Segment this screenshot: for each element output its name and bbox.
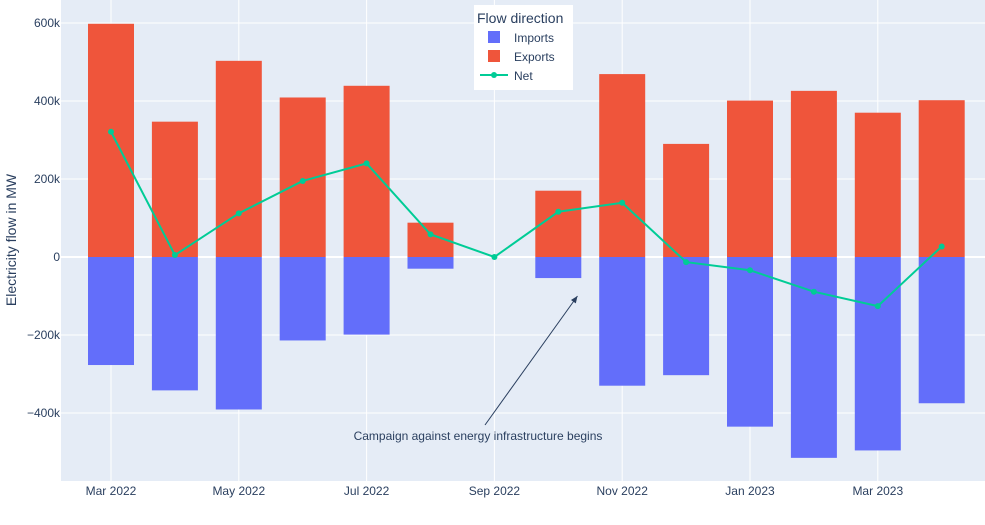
bar-exports-2022-07 (343, 85, 390, 257)
bar-imports-2022-04 (151, 257, 198, 391)
y-tick-label-1: 400k (34, 94, 61, 108)
legend-label-imports: Imports (514, 31, 554, 45)
net-point-2022-04 (171, 252, 178, 259)
x-tick-label-6: Mar 2023 (852, 484, 903, 498)
net-point-2022-07 (363, 160, 370, 167)
bar-exports-2022-04 (151, 121, 198, 257)
net-point-2022-11 (619, 199, 626, 206)
net-point-2022-10 (555, 208, 562, 215)
bar-imports-2022-03 (88, 257, 134, 366)
annotation-text: Campaign against energy infrastructure b… (354, 429, 603, 443)
legend-label-net: Net (514, 69, 533, 83)
bar-exports-2022-11 (599, 74, 646, 257)
annotation: Campaign against energy infrastructure b… (354, 295, 603, 443)
net-line-path (110, 131, 943, 308)
net-point-2022-08 (427, 231, 434, 238)
net-point-2022-12 (683, 259, 690, 266)
bar-exports-2023-04 (918, 100, 965, 257)
legend-title: Flow direction (477, 10, 563, 26)
x-tick-label-4: Nov 2022 (597, 484, 649, 498)
legend-item-exports[interactable]: Exports (488, 50, 555, 64)
legend-swatch-exports (488, 50, 500, 62)
legend-swatch-imports (488, 31, 500, 43)
bar-exports-2023-01 (727, 100, 773, 257)
bar-exports-2023-03 (854, 112, 901, 257)
annotation-arrowhead (570, 296, 578, 304)
y-tick-label-3: 0 (53, 250, 60, 264)
legend-item-imports[interactable]: Imports (488, 31, 554, 45)
net-point-2022-06 (299, 177, 306, 184)
net-point-2023-01 (747, 267, 753, 274)
bar-exports-2023-02 (790, 90, 837, 257)
bar-imports-2022-06 (279, 257, 326, 341)
y-tick-label-4: −200k (27, 328, 61, 342)
net-point-2022-03 (108, 128, 114, 135)
y-tick-label-0: 600k (34, 16, 61, 30)
bars (88, 23, 965, 458)
x-tick-label-3: Sep 2022 (469, 484, 521, 498)
bar-imports-2022-11 (599, 257, 646, 386)
bar-imports-2022-10 (535, 257, 582, 279)
net-point-2023-03 (874, 303, 881, 310)
bar-imports-2023-01 (727, 257, 773, 427)
net-point-2022-05 (235, 210, 242, 217)
x-tick-label-2: Jul 2022 (344, 484, 390, 498)
legend[interactable]: Flow direction Imports Exports Net (474, 5, 573, 90)
net-point-2023-04 (938, 243, 945, 250)
bar-exports-2022-12 (663, 143, 710, 257)
bar-imports-2022-07 (343, 257, 390, 335)
y-axis-ticks: 600k 400k 200k 0 −200k −400k (27, 16, 61, 420)
bar-imports-2022-05 (215, 257, 262, 410)
annotation-arrow (484, 295, 578, 426)
bar-imports-2023-03 (854, 257, 901, 451)
net-line (108, 128, 945, 310)
legend-label-exports: Exports (514, 50, 555, 64)
x-tick-label-0: Mar 2022 (86, 484, 137, 498)
net-point-2023-02 (810, 288, 817, 295)
legend-item-net[interactable]: Net (480, 69, 533, 83)
bar-exports-2022-05 (215, 60, 262, 257)
bar-exports-2022-03 (88, 23, 134, 258)
x-tick-label-5: Jan 2023 (725, 484, 775, 498)
net-point-2022-09 (491, 254, 498, 260)
bar-imports-2023-04 (918, 257, 965, 404)
y-axis-title: Electricity flow in MW (3, 173, 19, 306)
x-axis-ticks: Mar 2022 May 2022 Jul 2022 Sep 2022 Nov 2022… (86, 484, 904, 498)
y-tick-label-5: −400k (27, 406, 61, 420)
x-tick-label-1: May 2022 (212, 484, 265, 498)
bar-exports-2022-10 (535, 190, 582, 257)
legend-swatch-net-marker (491, 72, 497, 78)
bar-imports-2022-08 (407, 257, 454, 269)
y-tick-label-2: 200k (34, 172, 61, 186)
bar-imports-2022-12 (663, 257, 710, 376)
